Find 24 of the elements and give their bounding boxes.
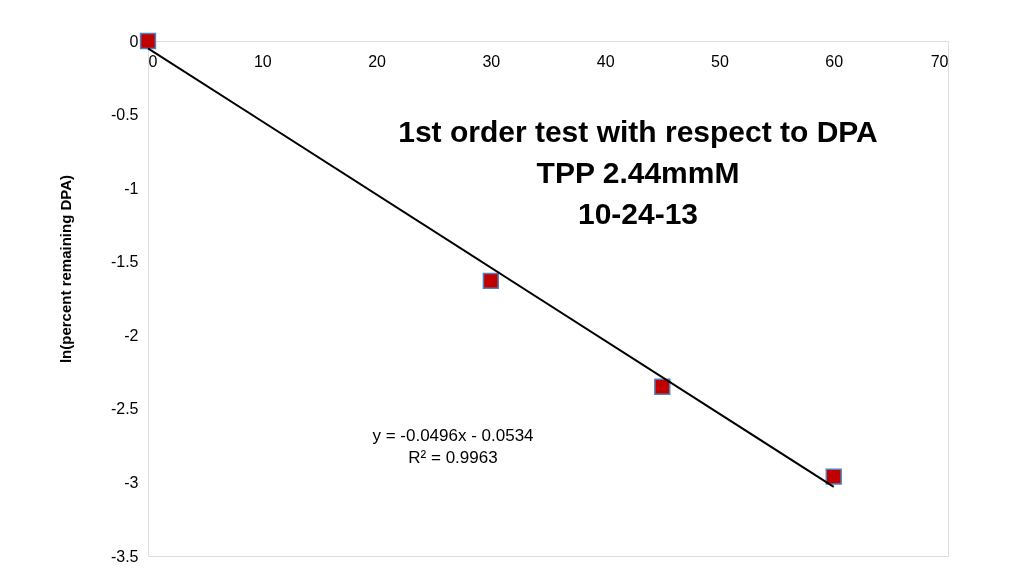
y-tick-label: -3 — [124, 473, 139, 491]
annotation: R² = 0.9963 — [408, 448, 498, 467]
y-axis-title: ln(percent remaining DPA) — [57, 174, 74, 364]
y-tick-label: -3.5 — [110, 547, 139, 565]
point — [825, 468, 842, 485]
x-tick-label: 20 — [368, 52, 387, 70]
text: 1st order test with respect to DPA TPP 2.44mmM 10-24-13 — [398, 115, 878, 230]
point — [139, 32, 157, 50]
y-tick-label: -1.5 — [110, 253, 139, 271]
x-tick-label: 10 — [253, 52, 272, 70]
x-tick-label: 60 — [825, 52, 844, 70]
annotation: y = -0.0496x - 0.0534 — [372, 426, 534, 445]
x-tick-label: 30 — [482, 52, 501, 70]
x-tick-label: 40 — [596, 52, 615, 70]
x-tick-label: 50 — [711, 52, 729, 70]
x-tick-label: 70 — [930, 52, 949, 70]
y-tick-label: -2 — [124, 326, 139, 344]
point — [482, 272, 500, 290]
x-tick-label: 0 — [148, 52, 158, 70]
point — [654, 378, 671, 395]
y-tick-label: -1 — [124, 179, 139, 197]
y-tick-label: -2.5 — [110, 400, 139, 418]
y-tick-label: 0 — [129, 32, 139, 50]
y-tick-label: -0.5 — [110, 106, 139, 124]
